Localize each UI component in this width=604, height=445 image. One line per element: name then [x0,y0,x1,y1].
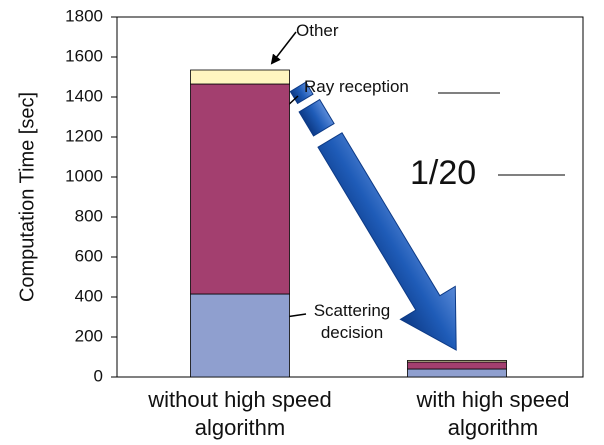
series-label: Ray reception [304,76,409,98]
bar-segment [408,360,507,362]
bar-segment [408,369,507,377]
bar-segment [191,70,290,84]
bar-segment [191,84,290,294]
x-tick-label: without high speed algorithm [125,386,355,442]
chart: Computation Time [sec] 1/20 0 200 400 600 80… [0,0,604,445]
series-label: Scattering decision [312,300,392,344]
pointer-arrow [272,32,296,63]
series-label: Other [296,20,339,42]
x-tick-label: with high speed algorithm [378,386,604,442]
y-tick-label: 0 [94,366,103,385]
y-tick-label: 800 [75,206,103,225]
y-tick-label: 1200 [65,126,103,145]
ratio-annotation: 1/20 [410,154,476,192]
bar-segment [191,294,290,377]
y-tick-label: 1800 [65,6,103,25]
y-axis-label: Computation Time [sec] [16,92,38,302]
y-tick-label: 1600 [65,46,103,65]
y-tick-label: 200 [75,326,103,345]
bar-segment [408,362,507,369]
y-tick-label: 1000 [65,166,103,185]
y-tick-label: 400 [75,286,103,305]
page: Computation Time [sec] 1/20 0 200 400 600 80… [0,0,604,445]
y-tick-label: 1400 [65,86,103,105]
y-tick-label: 600 [75,246,103,265]
